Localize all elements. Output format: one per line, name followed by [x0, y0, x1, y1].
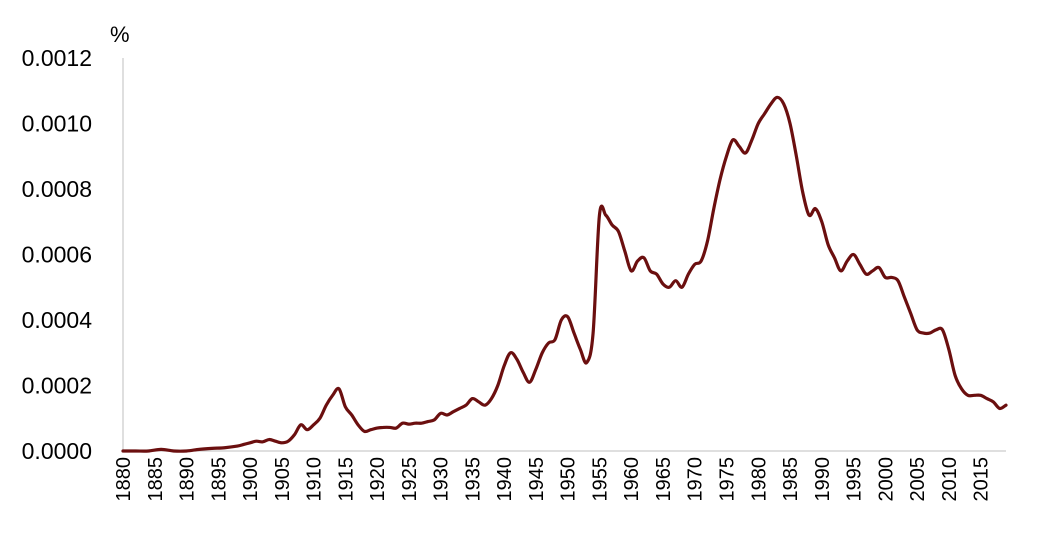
x-tick-label: 1965	[653, 457, 675, 502]
x-tick-label: 1990	[812, 457, 834, 502]
x-tick-label: 1995	[844, 457, 866, 502]
x-tick-label: 1945	[526, 457, 548, 502]
x-tick-label: 1975	[716, 457, 738, 502]
y-tick-label: 0.0000	[22, 438, 92, 464]
x-tick-label: 1930	[431, 457, 453, 502]
series-line	[121, 95, 1008, 453]
x-tick-label: 1980	[748, 457, 770, 502]
y-axis-unit-label: %	[110, 22, 130, 47]
y-tick-label: 0.0004	[22, 307, 93, 333]
x-tick-label: 1890	[177, 457, 199, 502]
x-tick-label: 1970	[685, 457, 707, 502]
x-tick-label: 1925	[399, 457, 421, 502]
x-tick-label: 1955	[589, 457, 611, 502]
x-tick-labels: 1880 1885 1890 1895 1900 1905 1910 1915 1920 1925…	[113, 457, 993, 502]
x-tick-label: 2010	[939, 457, 961, 502]
y-tick-label: 0.0012	[22, 45, 92, 71]
x-tick-label: 1895	[208, 457, 230, 502]
y-tick-label: 0.0010	[22, 111, 92, 137]
x-tick-label: 1915	[335, 457, 357, 502]
y-tick-labels: 0.0000 0.0002 0.0004 0.0006 0.0008 0.0010 0.00…	[22, 45, 93, 464]
x-tick-label: 2000	[875, 457, 897, 502]
x-tick-label: 2005	[907, 457, 929, 502]
x-tick-label: 1960	[621, 457, 643, 502]
y-tick-label: 0.0008	[22, 176, 92, 202]
x-tick-label: 1920	[367, 457, 389, 502]
x-tick-label: 1885	[145, 457, 167, 502]
x-tick-label: 1880	[113, 457, 135, 502]
x-tick-label: 1950	[558, 457, 580, 502]
y-tick-label: 0.0002	[22, 373, 92, 399]
x-tick-label: 1900	[240, 457, 262, 502]
x-tick-label: 2015	[971, 457, 993, 502]
x-tick-label: 1910	[304, 457, 326, 502]
x-tick-label: 1905	[272, 457, 294, 502]
x-tick-label: 1935	[462, 457, 484, 502]
x-tick-label: 1985	[780, 457, 802, 502]
y-tick-label: 0.0006	[22, 242, 92, 268]
x-tick-label: 1940	[494, 457, 516, 502]
